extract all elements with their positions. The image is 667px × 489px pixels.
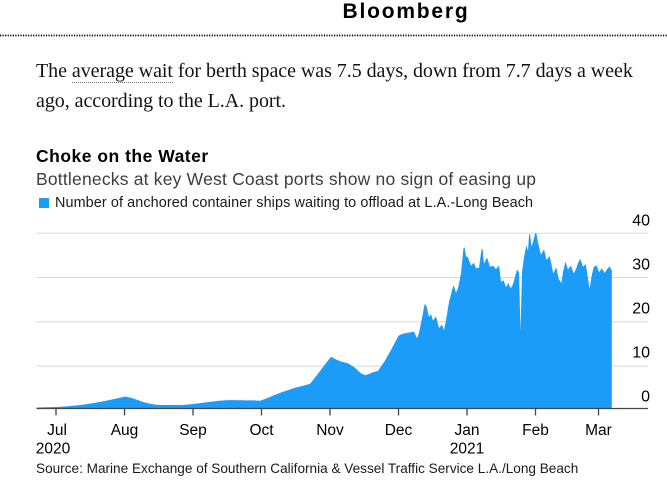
svg-text:Sep: Sep: [179, 422, 207, 439]
svg-text:30: 30: [632, 256, 650, 273]
svg-text:2020: 2020: [36, 441, 71, 457]
svg-text:Mar: Mar: [585, 422, 612, 439]
svg-text:Jan: Jan: [455, 422, 480, 439]
svg-text:20: 20: [632, 300, 650, 317]
svg-text:Oct: Oct: [249, 422, 274, 439]
svg-text:Aug: Aug: [111, 422, 139, 439]
svg-text:10: 10: [632, 344, 650, 361]
svg-text:Jul: Jul: [47, 422, 67, 439]
svg-text:Nov: Nov: [316, 422, 344, 439]
svg-text:Dec: Dec: [385, 422, 413, 439]
svg-text:0: 0: [641, 388, 650, 405]
svg-text:40: 40: [632, 212, 650, 229]
svg-text:Feb: Feb: [522, 422, 549, 439]
svg-text:2021: 2021: [450, 441, 484, 457]
